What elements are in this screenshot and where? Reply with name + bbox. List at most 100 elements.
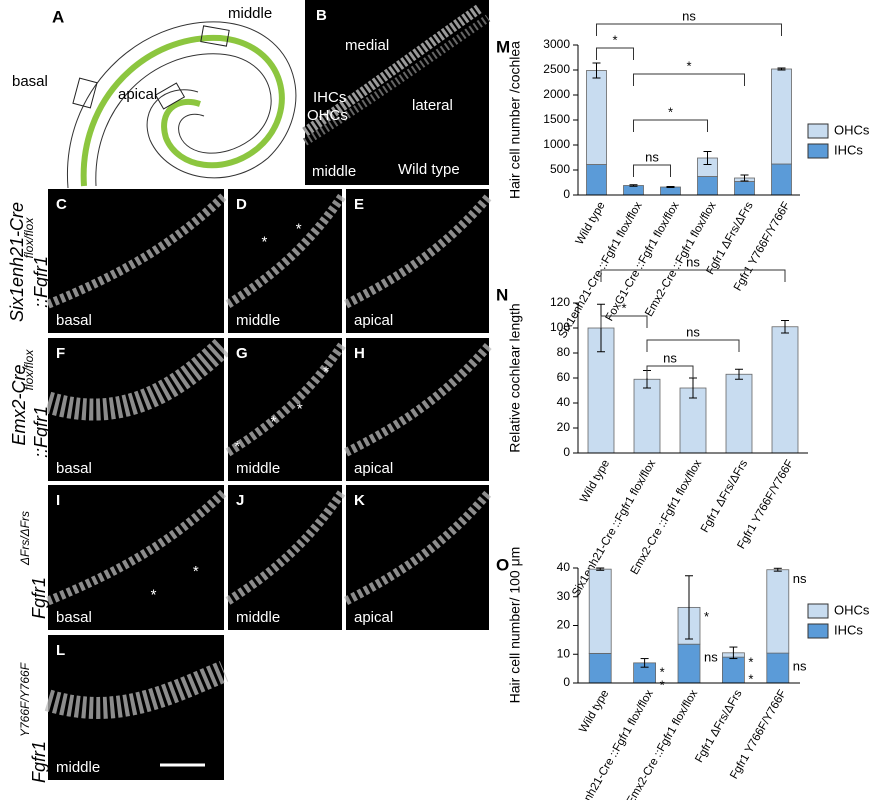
bar-segment	[771, 163, 792, 196]
y-tick-label: 80	[557, 345, 571, 359]
significance-bracket	[633, 119, 708, 132]
y-tick-label: 2000	[543, 87, 570, 101]
legend-swatch	[807, 623, 829, 639]
image-label: middle	[312, 163, 356, 180]
y-tick-label: 100	[550, 320, 570, 334]
asterisk: *	[323, 364, 329, 381]
significance-bracket	[600, 315, 648, 328]
bar-segment	[586, 70, 607, 165]
bar-segment	[771, 68, 792, 165]
tissue	[302, 3, 483, 137]
y-tick-label: 0	[563, 445, 570, 459]
bar	[633, 378, 661, 454]
image-label: basal	[56, 460, 92, 477]
significance-bracket	[596, 47, 634, 60]
x-tick-label: Wild type	[577, 688, 611, 735]
bar-segment	[766, 569, 790, 654]
significance-label: *	[660, 664, 665, 679]
region-label: apical	[118, 86, 157, 103]
bar-segment	[734, 181, 755, 196]
significance-label: ns	[704, 650, 718, 665]
image-label: lateral	[412, 97, 453, 114]
y-tick-label: 40	[557, 395, 571, 409]
panel-letter: E	[354, 196, 364, 213]
row-label-superscript: Y766F/Y766F	[18, 662, 32, 737]
y-tick-label: 120	[550, 295, 570, 309]
panel-letter: K	[354, 492, 365, 509]
significance-bracket	[646, 339, 740, 352]
row-label: Fgfr1	[29, 577, 49, 619]
significance-label: *	[668, 104, 673, 119]
image-label: apical	[354, 312, 393, 329]
image-label: Wild type	[398, 161, 460, 178]
legend-label: OHCs	[834, 122, 870, 137]
image-label: middle	[56, 759, 100, 776]
bar-segment	[677, 643, 701, 684]
panel-letter: C	[56, 196, 67, 213]
y-axis-title: Relative cochlear length	[507, 303, 523, 452]
y-axis-title: Hair cell number /cochlea	[507, 41, 523, 199]
row-label: Six1enh21-Cre	[7, 202, 27, 322]
tissue	[44, 337, 232, 421]
significance-label: *	[621, 300, 626, 315]
y-tick-label: 60	[557, 370, 571, 384]
row-label-superscript: flox/flox	[22, 217, 36, 259]
bar-segment	[722, 656, 745, 684]
tissue	[343, 342, 493, 457]
significance-label: *	[686, 58, 691, 73]
region-box	[72, 77, 98, 109]
cochlea-sensory	[80, 34, 285, 187]
image-label: middle	[236, 312, 280, 329]
bar-segment	[586, 164, 607, 196]
legend-swatch	[807, 123, 829, 139]
significance-bracket	[646, 365, 694, 378]
panel-letter: G	[236, 345, 248, 362]
significance-bracket	[633, 164, 671, 177]
significance-label: ns	[663, 350, 677, 365]
y-tick-label: 30	[557, 589, 571, 603]
image-label: middle	[236, 609, 280, 626]
panel-letter: B	[316, 7, 327, 24]
asterisk: *	[297, 401, 303, 418]
region-box	[200, 25, 230, 47]
significance-label: *	[748, 672, 753, 687]
row-label: ::Fgfr1	[31, 256, 51, 308]
image-label: OHCs	[307, 107, 348, 124]
y-tick-label: 10	[557, 646, 571, 660]
tissue	[343, 489, 493, 606]
tissue	[302, 14, 491, 146]
significance-label: ns	[645, 149, 659, 164]
panel-letter: I	[56, 492, 60, 509]
micrograph	[346, 189, 489, 333]
x-tick-label: Emx2-Cre ::Fgfr1 flox/flox	[643, 200, 719, 319]
significance-label: ns	[682, 8, 696, 23]
asterisk: *	[271, 414, 277, 431]
bar-segment	[766, 652, 790, 684]
legend-swatch	[807, 603, 829, 619]
asterisk: *	[234, 438, 240, 455]
micrograph	[346, 485, 489, 630]
row-label: Fgfr1	[29, 741, 49, 783]
asterisk: *	[193, 563, 199, 580]
image-label: medial	[345, 37, 389, 54]
panel-letter: M	[496, 37, 510, 56]
significance-bracket	[596, 23, 782, 36]
bar	[725, 373, 753, 454]
y-axis-title: Hair cell number/ 100 μm	[507, 547, 523, 704]
y-tick-label: 20	[557, 618, 571, 632]
y-tick-label: 1500	[543, 112, 570, 126]
image-label: apical	[354, 609, 393, 626]
region-label: middle	[228, 5, 272, 22]
cochlea-diagram	[66, 21, 297, 189]
significance-label: *	[660, 677, 665, 692]
asterisk: *	[151, 586, 157, 603]
panel-letter: O	[496, 555, 509, 574]
image-label: apical	[354, 460, 393, 477]
y-tick-label: 1000	[543, 137, 570, 151]
legend-swatch	[807, 143, 829, 159]
significance-label: ns	[793, 659, 807, 674]
significance-bracket	[633, 73, 745, 86]
y-tick-label: 40	[557, 560, 571, 574]
cochlea-inner	[95, 53, 272, 187]
image-label: basal	[56, 312, 92, 329]
